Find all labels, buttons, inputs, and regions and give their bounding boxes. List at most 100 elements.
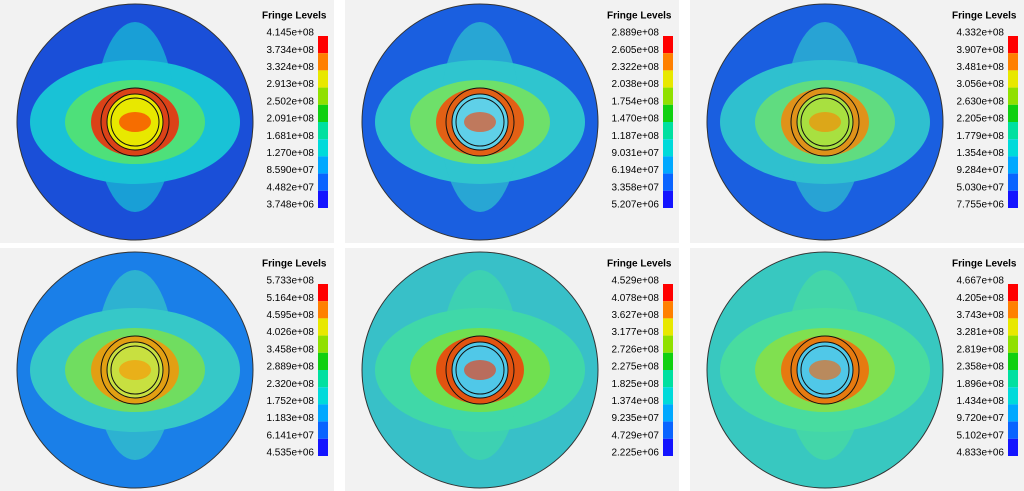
level-label: 9.720e+07	[956, 413, 1004, 424]
colorbar-segment	[318, 370, 328, 387]
colorbar-segment	[318, 139, 328, 156]
stress-core	[119, 112, 151, 132]
stress-core	[119, 360, 151, 380]
colorbar-segment	[1008, 336, 1018, 353]
legend-title: Fringe Levels	[952, 259, 1017, 270]
colorbar-segment	[318, 439, 328, 456]
level-label: 1.825e+08	[611, 379, 659, 390]
level-label: 5.030e+07	[956, 182, 1004, 193]
level-label: 2.320e+08	[266, 379, 314, 390]
level-label: 4.729e+07	[611, 430, 659, 441]
colorbar-segment	[1008, 139, 1018, 156]
colorbar-segment	[663, 422, 673, 439]
level-label: 1.896e+08	[956, 379, 1004, 390]
level-label: 3.743e+08	[956, 310, 1004, 321]
level-label: 5.102e+07	[956, 430, 1004, 441]
level-label: 2.819e+08	[956, 344, 1004, 355]
level-label: 3.177e+08	[611, 327, 659, 338]
level-label: 2.726e+08	[611, 344, 659, 355]
level-label: 7.755e+06	[956, 200, 1004, 211]
legend-title: Fringe Levels	[262, 259, 327, 270]
colorbar-segment	[318, 191, 328, 208]
level-label: 5.164e+08	[266, 293, 314, 304]
level-label: 2.889e+08	[611, 28, 659, 39]
level-label: 2.038e+08	[611, 79, 659, 90]
colorbar-segment	[318, 36, 328, 53]
colorbar-segment	[1008, 301, 1018, 318]
level-label: 9.031e+07	[611, 148, 659, 159]
level-label: 1.354e+08	[956, 148, 1004, 159]
legend-title: Fringe Levels	[607, 259, 672, 270]
colorbar-segment	[1008, 318, 1018, 335]
fringe-panel: Fringe Levels4.529e+084.078e+083.627e+08…	[345, 248, 679, 491]
colorbar-segment	[663, 439, 673, 456]
colorbar-segment	[663, 70, 673, 87]
level-label: 4.535e+06	[266, 448, 314, 459]
level-label: 3.458e+08	[266, 344, 314, 355]
level-label: 2.502e+08	[266, 96, 314, 107]
colorbar-segment	[1008, 191, 1018, 208]
level-label: 8.590e+07	[266, 165, 314, 176]
level-label: 9.284e+07	[956, 165, 1004, 176]
level-label: 4.026e+08	[266, 327, 314, 338]
colorbar-segment	[318, 105, 328, 122]
colorbar-segment	[663, 156, 673, 173]
colorbar-segment	[1008, 88, 1018, 105]
fringe-panel: Fringe Levels4.332e+083.907e+083.481e+08…	[690, 0, 1024, 243]
colorbar-segment	[663, 353, 673, 370]
colorbar-segment	[318, 88, 328, 105]
colorbar-segment	[663, 284, 673, 301]
level-label: 4.529e+08	[611, 276, 659, 287]
stress-core	[809, 112, 841, 132]
fringe-panel: Fringe Levels4.667e+084.205e+083.743e+08…	[690, 248, 1024, 491]
fringe-panel: Fringe Levels4.145e+083.734e+083.324e+08…	[0, 0, 334, 243]
colorbar-segment	[318, 122, 328, 139]
level-label: 3.481e+08	[956, 62, 1004, 73]
stress-core	[464, 112, 496, 132]
colorbar-segment	[1008, 156, 1018, 173]
level-label: 4.145e+08	[266, 28, 314, 39]
level-label: 3.324e+08	[266, 62, 314, 73]
level-label: 1.374e+08	[611, 396, 659, 407]
level-label: 4.833e+06	[956, 448, 1004, 459]
colorbar-segment	[663, 336, 673, 353]
level-label: 2.322e+08	[611, 62, 659, 73]
stress-core	[809, 360, 841, 380]
level-label: 9.235e+07	[611, 413, 659, 424]
colorbar-segment	[318, 353, 328, 370]
level-label: 2.913e+08	[266, 79, 314, 90]
colorbar-segment	[318, 70, 328, 87]
colorbar-segment	[663, 301, 673, 318]
fringe-panel: Fringe Levels5.733e+085.164e+084.595e+08…	[0, 248, 334, 491]
colorbar-segment	[318, 422, 328, 439]
colorbar-segment	[1008, 422, 1018, 439]
colorbar-segment	[318, 53, 328, 70]
colorbar-segment	[663, 174, 673, 191]
colorbar-segment	[663, 387, 673, 404]
level-label: 3.748e+06	[266, 200, 314, 211]
level-label: 3.907e+08	[956, 45, 1004, 56]
level-label: 2.275e+08	[611, 362, 659, 373]
colorbar-segment	[663, 139, 673, 156]
colorbar-segment	[663, 122, 673, 139]
colorbar-segment	[318, 404, 328, 421]
colorbar-segment	[1008, 353, 1018, 370]
colorbar-segment	[1008, 70, 1018, 87]
colorbar-segment	[663, 404, 673, 421]
colorbar-segment	[318, 156, 328, 173]
level-label: 3.358e+07	[611, 182, 659, 193]
level-label: 5.207e+06	[611, 200, 659, 211]
level-label: 2.091e+08	[266, 114, 314, 125]
level-label: 5.733e+08	[266, 276, 314, 287]
level-label: 4.078e+08	[611, 293, 659, 304]
level-label: 1.752e+08	[266, 396, 314, 407]
colorbar-segment	[1008, 404, 1018, 421]
colorbar-segment	[1008, 439, 1018, 456]
colorbar-segment	[318, 336, 328, 353]
level-label: 2.205e+08	[956, 114, 1004, 125]
level-label: 4.205e+08	[956, 293, 1004, 304]
stress-core	[464, 360, 496, 380]
level-label: 1.470e+08	[611, 114, 659, 125]
level-label: 1.187e+08	[611, 131, 659, 142]
level-label: 3.056e+08	[956, 79, 1004, 90]
